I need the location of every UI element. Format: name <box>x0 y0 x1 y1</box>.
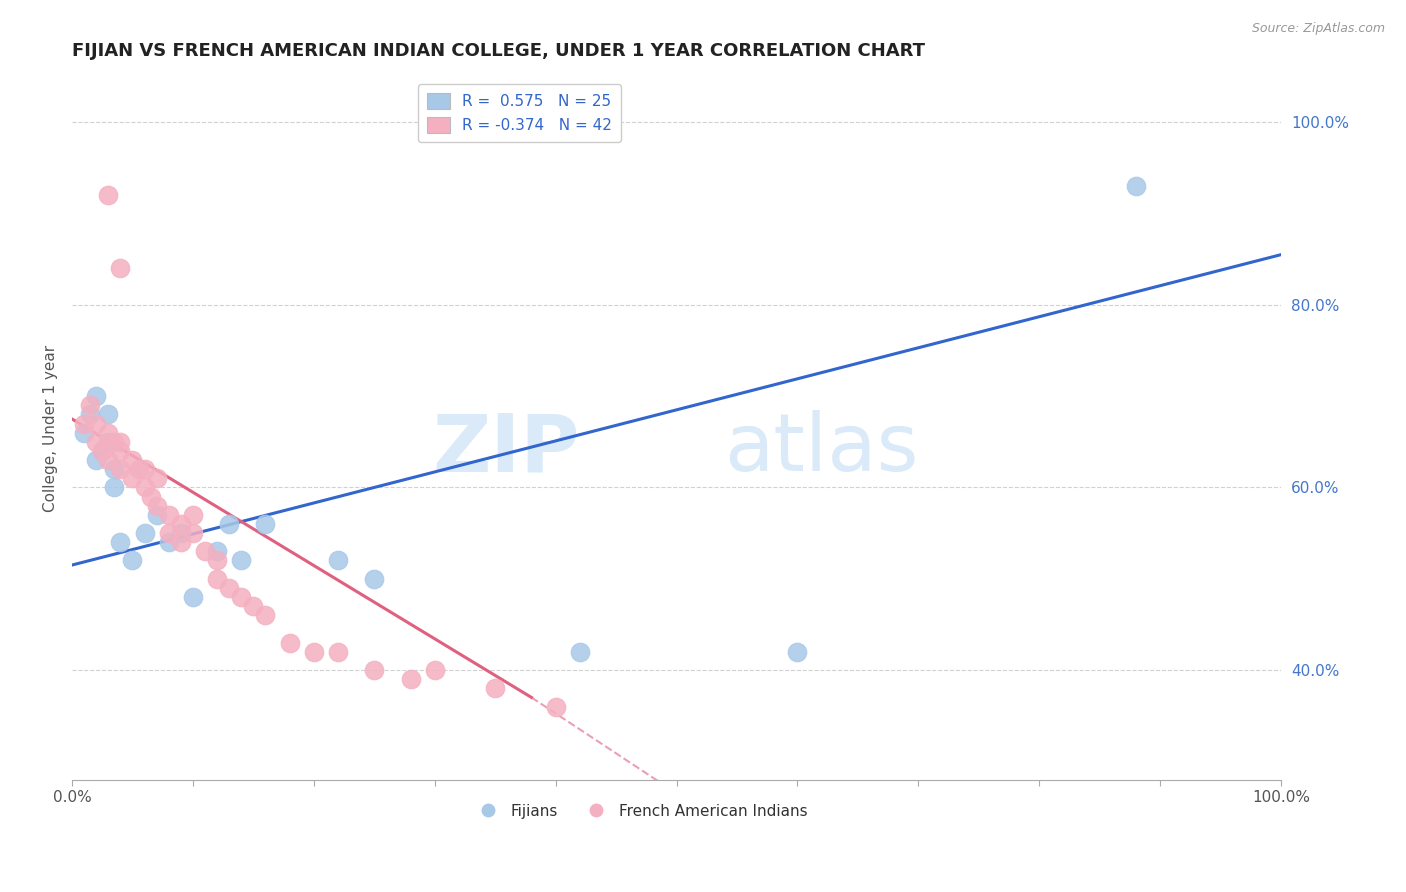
Point <box>181 526 204 541</box>
Point <box>181 508 204 522</box>
Point <box>157 526 180 541</box>
Point <box>544 699 567 714</box>
Point <box>84 417 107 431</box>
Point <box>103 462 125 476</box>
Point <box>254 516 277 531</box>
Point <box>231 553 253 567</box>
Point <box>134 480 156 494</box>
Point <box>91 444 114 458</box>
Point <box>170 516 193 531</box>
Point <box>110 535 132 549</box>
Point <box>110 261 132 276</box>
Point <box>103 434 125 449</box>
Point <box>363 572 385 586</box>
Point <box>786 645 808 659</box>
Point <box>399 672 422 686</box>
Text: FIJIAN VS FRENCH AMERICAN INDIAN COLLEGE, UNDER 1 YEAR CORRELATION CHART: FIJIAN VS FRENCH AMERICAN INDIAN COLLEGE… <box>72 42 925 60</box>
Point <box>110 444 132 458</box>
Point <box>97 434 120 449</box>
Point <box>79 398 101 412</box>
Point <box>97 188 120 202</box>
Point <box>170 526 193 541</box>
Point <box>1125 179 1147 194</box>
Point <box>110 434 132 449</box>
Point <box>145 471 167 485</box>
Point <box>91 444 114 458</box>
Point <box>145 508 167 522</box>
Point <box>170 535 193 549</box>
Point <box>79 408 101 422</box>
Point <box>157 508 180 522</box>
Point <box>134 526 156 541</box>
Point <box>218 581 240 595</box>
Point <box>121 553 143 567</box>
Text: ZIP: ZIP <box>433 410 579 488</box>
Y-axis label: College, Under 1 year: College, Under 1 year <box>44 344 58 512</box>
Point <box>423 663 446 677</box>
Point <box>242 599 264 614</box>
Point <box>134 462 156 476</box>
Point <box>139 490 162 504</box>
Point <box>181 590 204 604</box>
Point <box>121 453 143 467</box>
Point <box>97 425 120 440</box>
Point <box>110 462 132 476</box>
Text: Source: ZipAtlas.com: Source: ZipAtlas.com <box>1251 22 1385 36</box>
Point <box>145 499 167 513</box>
Legend: Fijians, French American Indians: Fijians, French American Indians <box>467 797 814 825</box>
Point <box>205 572 228 586</box>
Point <box>73 417 96 431</box>
Point <box>103 480 125 494</box>
Point <box>568 645 591 659</box>
Point <box>73 425 96 440</box>
Point <box>363 663 385 677</box>
Point <box>84 389 107 403</box>
Point <box>205 553 228 567</box>
Point <box>326 553 349 567</box>
Point <box>205 544 228 558</box>
Point <box>84 453 107 467</box>
Point <box>157 535 180 549</box>
Point <box>97 408 120 422</box>
Point <box>302 645 325 659</box>
Point <box>484 681 506 696</box>
Point <box>128 462 150 476</box>
Point <box>194 544 217 558</box>
Point <box>326 645 349 659</box>
Point <box>254 608 277 623</box>
Point <box>121 471 143 485</box>
Text: atlas: atlas <box>724 410 920 488</box>
Point <box>84 434 107 449</box>
Point <box>97 453 120 467</box>
Point <box>231 590 253 604</box>
Point <box>278 635 301 649</box>
Point <box>218 516 240 531</box>
